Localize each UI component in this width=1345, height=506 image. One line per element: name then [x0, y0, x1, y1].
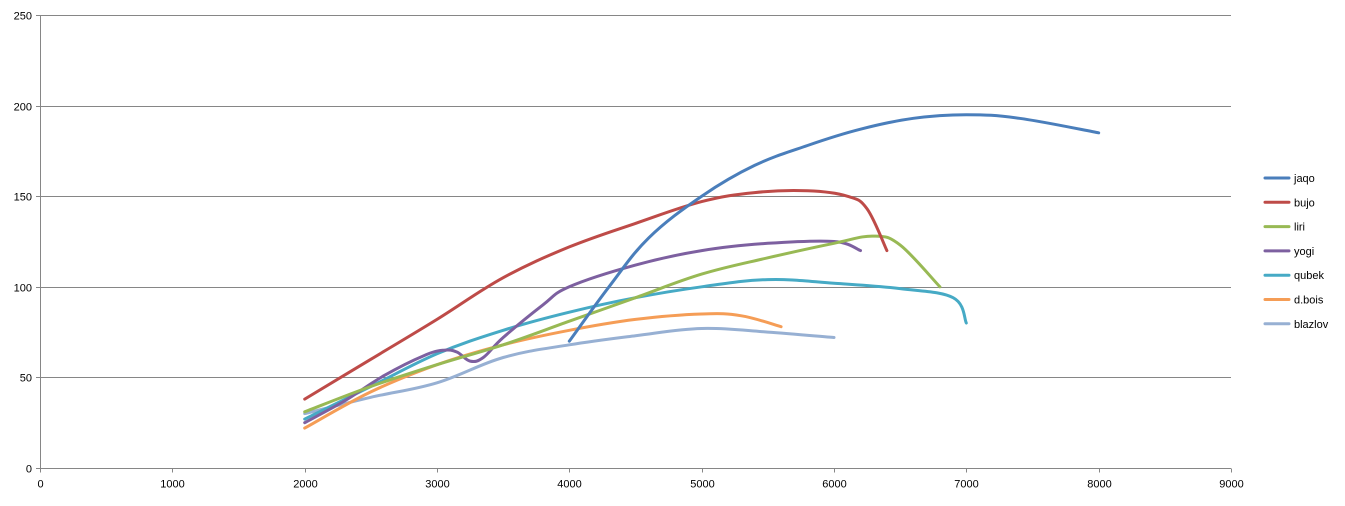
series-line-qubek [303, 277, 968, 421]
x-tick-label: 1000 [160, 479, 184, 491]
legend-label-yogi: yogi [1294, 246, 1314, 258]
series-line-liri [303, 234, 942, 414]
gridlines [40, 15, 1231, 378]
legend-label-blazlov: blazlov [1294, 319, 1329, 331]
x-tick-label: 6000 [822, 479, 846, 491]
series-line-yogi [303, 239, 862, 425]
y-tick-label: 200 [14, 102, 32, 114]
x-tick-label: 7000 [954, 479, 978, 491]
series-line-blazlov [303, 326, 836, 416]
y-tick-label: 150 [14, 192, 32, 204]
x-tick-label: 5000 [690, 479, 714, 491]
legend-label-qubek: qubek [1294, 270, 1324, 282]
y-tick-label: 100 [14, 283, 32, 295]
x-tick-label: 4000 [557, 479, 581, 491]
legend-label-liri: liri [1294, 222, 1305, 234]
y-tick-label: 50 [20, 373, 32, 385]
legend: jaqo bujo liri yogi qubek d.bois blazlov [1263, 173, 1329, 331]
axes: 0 50 100 150 200 250 0 1000 2000 3000 4000 5000 6000… [14, 11, 1244, 491]
series-line-jaqo [567, 113, 1101, 343]
x-tick-label: 0 [37, 479, 43, 491]
x-tick-label: 2000 [293, 479, 317, 491]
legend-label-jaqo: jaqo [1293, 173, 1315, 185]
legend-label-d-bois: d.bois [1294, 295, 1324, 307]
x-tick-label: 9000 [1219, 479, 1243, 491]
legend-label-bujo: bujo [1294, 197, 1315, 209]
x-tick-label: 8000 [1087, 479, 1111, 491]
y-tick-label: 250 [14, 11, 32, 23]
series-lines [303, 113, 1101, 430]
y-tick-label: 0 [26, 464, 32, 476]
series-line-bujo [303, 189, 889, 401]
series-line-d-bois [303, 312, 783, 430]
x-tick-label: 3000 [425, 479, 449, 491]
